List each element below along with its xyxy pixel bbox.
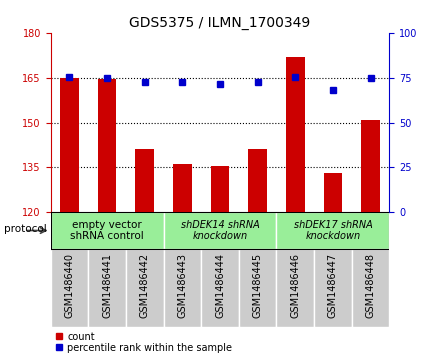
Bar — [276, 249, 314, 327]
Text: shDEK14 shRNA
knockdown: shDEK14 shRNA knockdown — [181, 220, 259, 241]
Title: GDS5375 / ILMN_1700349: GDS5375 / ILMN_1700349 — [129, 16, 311, 30]
Bar — [126, 249, 164, 327]
Text: GSM1486445: GSM1486445 — [253, 253, 263, 318]
Bar — [173, 164, 192, 212]
Bar — [164, 212, 276, 249]
Bar — [98, 79, 117, 212]
Bar — [286, 57, 305, 212]
Bar — [201, 249, 239, 327]
Bar — [352, 249, 389, 327]
Bar — [60, 78, 79, 212]
Bar — [211, 166, 229, 212]
Bar — [239, 249, 276, 327]
Text: GSM1486447: GSM1486447 — [328, 253, 338, 318]
Text: GSM1486446: GSM1486446 — [290, 253, 300, 318]
Text: GSM1486441: GSM1486441 — [102, 253, 112, 318]
Bar — [51, 249, 88, 327]
Text: GSM1486440: GSM1486440 — [64, 253, 74, 318]
Bar — [164, 249, 201, 327]
Text: shDEK17 shRNA
knockdown: shDEK17 shRNA knockdown — [293, 220, 372, 241]
Bar — [276, 212, 389, 249]
Bar — [136, 150, 154, 212]
Bar — [51, 212, 164, 249]
Bar — [314, 249, 352, 327]
Bar — [88, 249, 126, 327]
Legend: count, percentile rank within the sample: count, percentile rank within the sample — [55, 331, 232, 352]
Text: GSM1486443: GSM1486443 — [177, 253, 187, 318]
Text: GSM1486448: GSM1486448 — [366, 253, 376, 318]
Text: empty vector
shRNA control: empty vector shRNA control — [70, 220, 144, 241]
Text: GSM1486442: GSM1486442 — [140, 253, 150, 318]
Bar — [323, 174, 342, 212]
Bar — [248, 150, 267, 212]
Text: protocol: protocol — [4, 224, 47, 234]
Text: GSM1486444: GSM1486444 — [215, 253, 225, 318]
Bar — [361, 119, 380, 212]
